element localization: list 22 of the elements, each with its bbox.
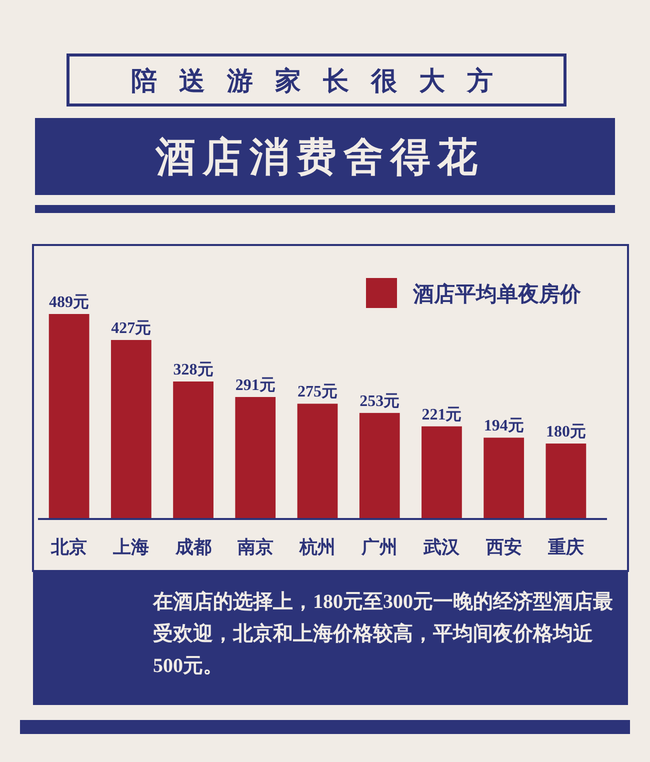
x-tick-label: 杭州: [300, 537, 336, 557]
value-label: 427元: [111, 320, 152, 337]
x-tick-label: 上海: [113, 537, 150, 557]
value-label: 253元: [360, 392, 400, 410]
title: 陪送游家长很大方: [131, 66, 515, 96]
subtitle: 酒店消费舍得花: [156, 134, 484, 180]
x-tick-label: 西安: [486, 537, 522, 557]
value-label: 489元: [49, 294, 90, 311]
value-label: 180元: [546, 424, 586, 441]
value-label: 291元: [235, 377, 276, 394]
x-tick-label: 南京: [237, 537, 274, 557]
value-label: 194元: [484, 418, 524, 435]
legend-label: 酒店平均单夜房价: [413, 282, 581, 306]
value-label: 275元: [298, 384, 338, 401]
x-tick-label: 北京: [51, 537, 88, 557]
value-label: 328元: [173, 362, 214, 378]
x-tick-label: 成都: [175, 537, 212, 557]
x-tick-label: 重庆: [548, 537, 584, 557]
x-tick-label: 广州: [362, 537, 398, 557]
value-label: 221元: [422, 406, 462, 424]
annotation: 在酒店的选择上，180元至300元一晚的经济型酒店最受欢迎，北京和上海价格较高，平均间夜价格均近500元。: [153, 591, 613, 677]
x-tick-label: 武汉: [424, 537, 460, 557]
